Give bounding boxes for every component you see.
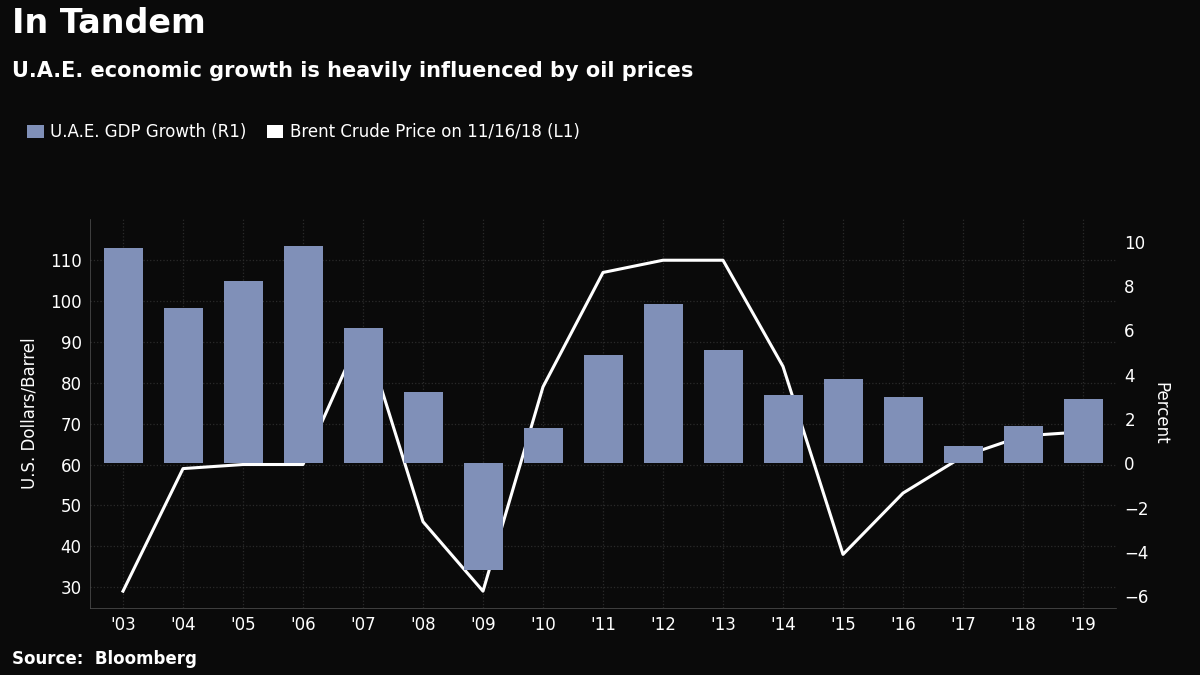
Text: U.A.E. economic growth is heavily influenced by oil prices: U.A.E. economic growth is heavily influe…: [12, 61, 694, 81]
Bar: [643, 304, 683, 463]
Bar: [1003, 426, 1043, 463]
Bar: [823, 379, 863, 463]
Bar: [943, 446, 983, 463]
Bar: [703, 350, 743, 463]
Bar: [523, 428, 563, 463]
Bar: [283, 246, 323, 463]
Y-axis label: U.S. Dollars/Barrel: U.S. Dollars/Barrel: [20, 338, 38, 489]
Bar: [343, 328, 383, 463]
Y-axis label: Percent: Percent: [1152, 382, 1170, 445]
Legend: U.A.E. GDP Growth (R1), Brent Crude Price on 11/16/18 (L1): U.A.E. GDP Growth (R1), Brent Crude Pric…: [20, 116, 587, 148]
Text: In Tandem: In Tandem: [12, 7, 205, 40]
Bar: [463, 463, 503, 570]
Bar: [403, 392, 443, 463]
Text: Source:  Bloomberg: Source: Bloomberg: [12, 650, 197, 668]
Bar: [883, 397, 923, 463]
Bar: [103, 248, 143, 463]
Bar: [1063, 399, 1103, 463]
Bar: [763, 395, 803, 463]
Bar: [223, 281, 263, 463]
Bar: [583, 354, 623, 463]
Bar: [163, 308, 203, 463]
